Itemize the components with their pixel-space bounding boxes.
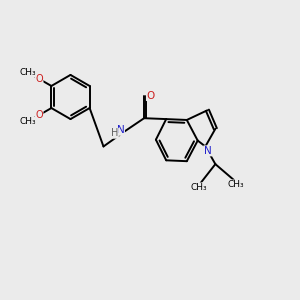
Text: N: N bbox=[204, 146, 212, 156]
Text: CH₃: CH₃ bbox=[227, 180, 244, 189]
Text: CH₃: CH₃ bbox=[19, 68, 36, 77]
Text: O: O bbox=[146, 91, 155, 100]
Text: O: O bbox=[35, 74, 43, 84]
Text: H: H bbox=[111, 128, 118, 138]
Text: CH₃: CH₃ bbox=[19, 117, 36, 126]
Text: CH₃: CH₃ bbox=[191, 183, 208, 192]
Text: O: O bbox=[35, 110, 43, 120]
Text: N: N bbox=[117, 125, 124, 135]
